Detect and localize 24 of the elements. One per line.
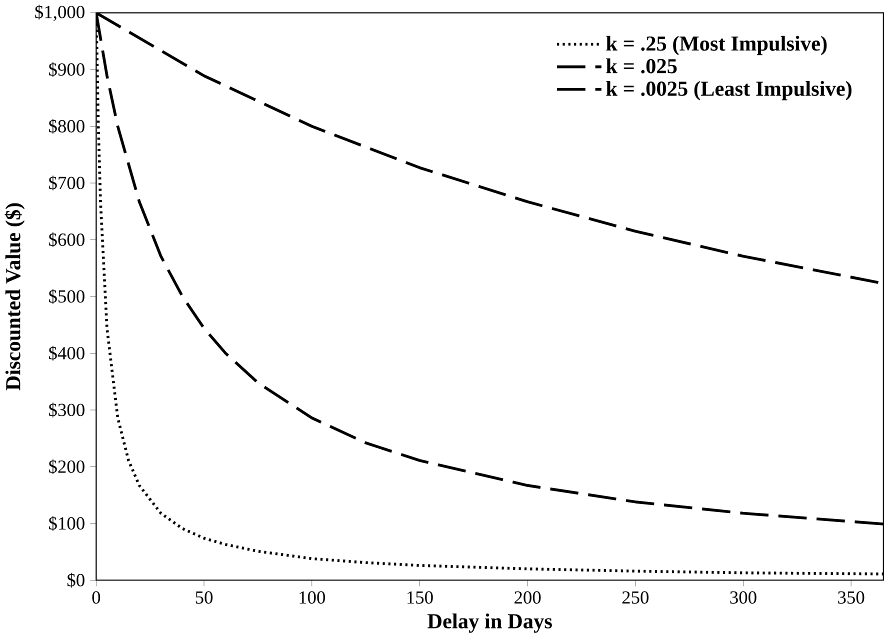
x-tick-label: 50 (196, 592, 213, 604)
y-tick-label: $1,000 (35, 4, 84, 22)
x-axis-title: Delay in Days (428, 614, 552, 634)
x-tick-label: 250 (622, 592, 649, 604)
y-axis-title: Discounted Value ($) (4, 204, 25, 391)
y-tick-label: $300 (49, 402, 84, 418)
y-tick-label: $0 (67, 573, 84, 588)
x-tick-label: 0 (92, 592, 100, 604)
y-tick-label: $500 (49, 289, 84, 304)
y-tick-label: $800 (49, 119, 84, 134)
y-tick-label: $100 (49, 516, 84, 532)
y-tick-label: $700 (49, 176, 84, 191)
legend-label: k = .25 (Most Impulsive) (606, 36, 827, 56)
x-tick-label: 100 (300, 592, 325, 604)
y-tick-label: $900 (49, 62, 84, 78)
x-tick-label: 300 (730, 592, 756, 604)
y-tick-label: $400 (49, 346, 84, 361)
x-tick-label: 150 (408, 592, 433, 604)
legend-label: k = .025 (606, 58, 677, 74)
x-tick-label: 200 (514, 592, 541, 604)
legend-label: k = .0025 (Least Impulsive) (606, 81, 852, 100)
y-tick-label: $200 (49, 460, 84, 474)
y-tick-label: $600 (49, 232, 84, 248)
x-tick-label: 350 (838, 592, 864, 604)
